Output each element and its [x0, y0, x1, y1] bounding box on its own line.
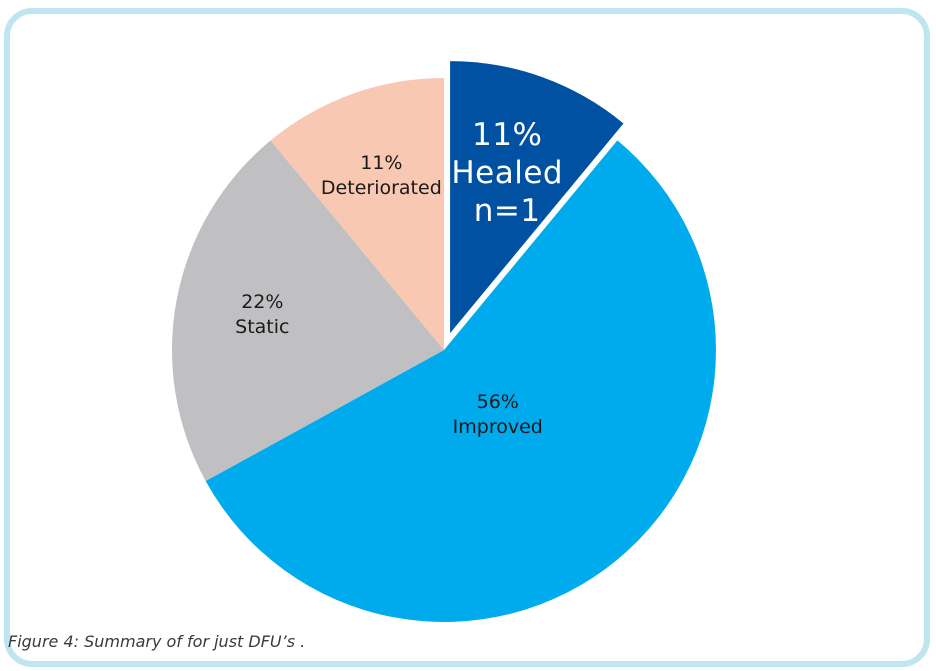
slice-label-deteriorated: 11% Deteriorated [321, 151, 442, 201]
slice-label-static: 22% Static [235, 290, 289, 340]
pie-slice-deteriorated [270, 78, 444, 350]
slice-label-extra: n=1 [473, 193, 541, 230]
slice-label-name: Static [235, 316, 290, 339]
slice-label-pct: 11% [360, 151, 403, 174]
pie-slice-static [172, 140, 444, 482]
slice-label-name: Improved [452, 416, 543, 439]
pie-slice-improved [205, 140, 716, 622]
slice-label-pct: 11% [472, 117, 543, 154]
slice-label-healed: 11% Healed n=1 [451, 117, 563, 230]
slice-label-name: Healed [451, 155, 564, 192]
pie-slice-healed [450, 61, 624, 334]
slice-label-pct: 56% [476, 390, 519, 413]
slice-label-pct: 22% [241, 291, 284, 314]
slice-label-improved: 56% Improved [453, 390, 543, 440]
figure-caption: Figure 4: Summary of for just DFU’s . [8, 632, 306, 651]
slice-label-name: Deteriorated [320, 177, 442, 200]
